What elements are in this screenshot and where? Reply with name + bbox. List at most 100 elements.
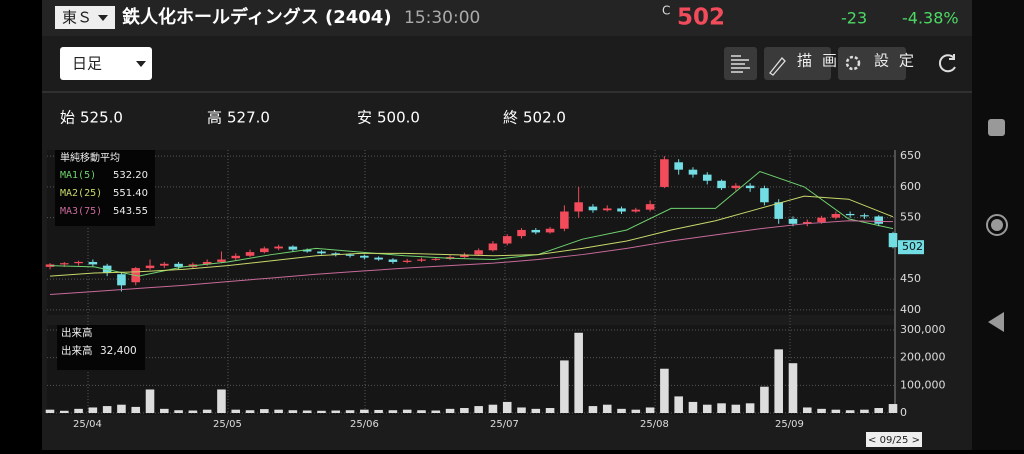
- volume-bar: [674, 396, 683, 413]
- volume-bar: [360, 409, 369, 413]
- legend-value: 551.40: [113, 188, 148, 199]
- volume-bar: [745, 403, 755, 413]
- candle-body: [460, 254, 469, 258]
- volume-bar: [802, 407, 812, 413]
- candle-body: [545, 228, 555, 233]
- volume-bar: [702, 404, 712, 413]
- price-flag: C: [662, 4, 670, 18]
- y-tick-label: 650: [900, 149, 921, 162]
- v-tick-label: 0: [900, 406, 907, 419]
- candle-body: [360, 255, 369, 258]
- candle-body: [588, 206, 598, 211]
- y-tick-label: 550: [900, 211, 921, 224]
- candle-body: [688, 169, 698, 175]
- button-bg: [764, 47, 831, 80]
- price: 502: [677, 5, 725, 31]
- candle-body: [717, 180, 726, 189]
- volume-plot: [47, 325, 895, 415]
- volume-bar: [874, 408, 883, 413]
- settings-button[interactable]: 設定: [838, 47, 924, 80]
- legend-name: MA3(75): [60, 206, 102, 217]
- candle-body: [888, 233, 898, 248]
- candle-body: [217, 259, 226, 262]
- v-tick-label: 200,000: [900, 351, 946, 364]
- ohlc-label: 始: [60, 109, 75, 127]
- candle-body: [60, 263, 69, 265]
- legend: 単純移動平均 出来高 出来高 32,400 MA1(5) 532.20 MA2(25…: [55, 150, 155, 370]
- volume-bar: [388, 410, 398, 413]
- volume-bar: [531, 408, 541, 413]
- icon: [845, 55, 861, 71]
- volume-bar: [645, 407, 655, 413]
- candle-body: [774, 202, 783, 219]
- nav-recent[interactable]: [988, 119, 1005, 136]
- candle-body: [231, 255, 241, 259]
- change: -23: [841, 9, 867, 28]
- volume-bar: [245, 410, 255, 413]
- y-tick-label: 450: [900, 272, 921, 285]
- volume-bar: [188, 410, 198, 413]
- legend-value: 532.20: [113, 170, 148, 181]
- candle-body: [145, 265, 155, 269]
- candle-body: [660, 159, 669, 187]
- dropdown-arrow: [98, 15, 108, 21]
- candle-body: [531, 229, 541, 233]
- exchange-select[interactable]: 東Ｓ: [55, 6, 115, 29]
- draw-label: 描画: [797, 52, 847, 70]
- candle-body: [788, 218, 798, 224]
- volume-bar: [774, 349, 783, 413]
- candle-body: [674, 162, 683, 170]
- ohlc-value: 527.0: [227, 109, 270, 127]
- volume-bar: [760, 386, 769, 413]
- grid: 25/04 25/05 25/06 25/07 25/08 25/09 400 450 550 6…: [47, 149, 946, 430]
- volume-bar: [260, 409, 269, 413]
- candle-body: [245, 252, 255, 256]
- header-bar: [42, 0, 972, 36]
- ma-line: [49, 195, 894, 277]
- ohlc-label: 安: [357, 109, 372, 127]
- ma-line: [49, 220, 894, 296]
- volume-bar: [788, 363, 798, 413]
- volume-legend-label: 出来高: [61, 344, 93, 357]
- volume-bar: [831, 409, 841, 413]
- nav-back[interactable]: [988, 312, 1004, 332]
- change-pct: -4.38%: [902, 9, 959, 28]
- volume-bar: [588, 406, 598, 413]
- volume-bar: [317, 410, 326, 413]
- ma-line: [49, 170, 894, 277]
- nav-home[interactable]: [986, 214, 1008, 236]
- period-select[interactable]: 日足: [60, 47, 152, 80]
- volume-bar: [217, 389, 226, 413]
- month-label: 25/09: [775, 419, 804, 430]
- draw-button[interactable]: 描画: [764, 47, 847, 80]
- candle-body: [560, 211, 569, 229]
- refresh-button[interactable]: [938, 54, 956, 73]
- icon: [769, 57, 786, 76]
- volume-bar: [131, 406, 141, 413]
- volume-bar: [545, 408, 555, 413]
- volume-bar: [331, 410, 341, 413]
- ohlc-value: 502.0: [523, 109, 566, 127]
- candle-body: [617, 208, 626, 212]
- candle-body: [602, 208, 612, 211]
- indicator-button[interactable]: [724, 47, 757, 80]
- period: 日足: [72, 55, 102, 73]
- candle-body: [845, 213, 855, 216]
- icon: [731, 55, 750, 73]
- volume-bar: [231, 409, 241, 413]
- candle-body: [574, 202, 583, 212]
- candle-body: [160, 263, 169, 266]
- candle-body: [202, 261, 212, 265]
- volume-bar: [845, 410, 855, 413]
- volume-bar: [860, 409, 869, 413]
- ohlc-label: 終: [503, 109, 518, 127]
- volume-bar: [502, 401, 512, 413]
- candle-body: [874, 216, 883, 224]
- candle-body: [831, 213, 841, 218]
- y-tick-label: 400: [900, 303, 921, 316]
- settings-label: 設定: [874, 52, 924, 70]
- candle-body: [431, 258, 441, 260]
- candle-body: [388, 259, 398, 262]
- candle-body: [702, 174, 712, 181]
- ohlc-value: 525.0: [80, 109, 123, 127]
